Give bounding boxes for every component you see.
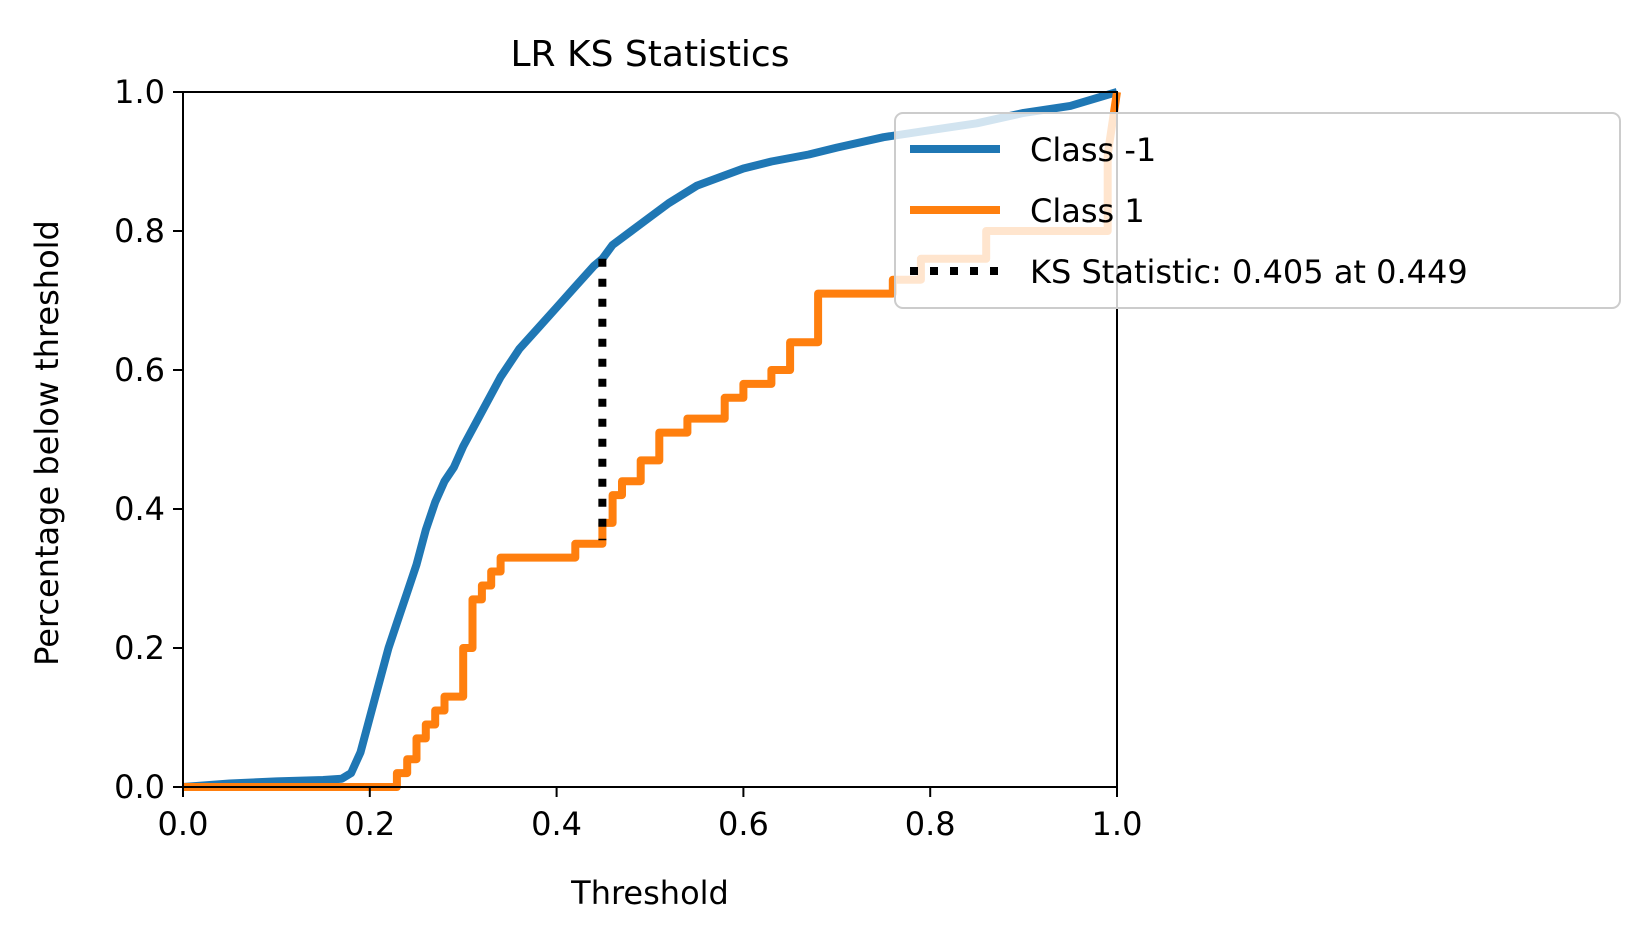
y-tick-label: 0.6 bbox=[114, 351, 165, 389]
axes-frame bbox=[182, 91, 1118, 788]
series-line-class-neg1 bbox=[182, 88, 1119, 791]
y-tick-label: 1.0 bbox=[114, 73, 165, 111]
y-tick-label: 0.2 bbox=[114, 629, 165, 667]
y-tick-label: 0.0 bbox=[114, 768, 165, 806]
x-tick-label: 0.2 bbox=[344, 805, 395, 843]
x-tick-label: 0.6 bbox=[718, 805, 769, 843]
legend-label-class-1: Class 1 bbox=[1030, 192, 1145, 230]
plot-area bbox=[182, 88, 1121, 791]
x-tick-label: 1.0 bbox=[1092, 805, 1143, 843]
x-axis-label: Threshold bbox=[570, 874, 729, 912]
chart-title: LR KS Statistics bbox=[511, 34, 790, 75]
y-axis-ticks: 0.0 0.2 0.4 0.6 0.8 1.0 bbox=[114, 73, 183, 806]
y-tick-label: 0.8 bbox=[114, 212, 165, 250]
x-tick-label: 0.0 bbox=[158, 805, 209, 843]
y-tick-label: 0.4 bbox=[114, 490, 165, 528]
legend: Class -1 Class 1 KS Statistic: 0.405 at … bbox=[894, 112, 1621, 309]
y-axis-label: Percentage below threshold bbox=[28, 220, 66, 666]
x-tick-label: 0.4 bbox=[531, 805, 582, 843]
series-line-class-1 bbox=[183, 91, 1121, 791]
legend-label-class-neg1: Class -1 bbox=[1030, 131, 1156, 169]
series-layer bbox=[182, 88, 1121, 791]
legend-box bbox=[894, 112, 1621, 309]
x-tick-label: 0.8 bbox=[905, 805, 956, 843]
x-axis-ticks: 0.0 0.2 0.4 0.6 0.8 1.0 bbox=[158, 787, 1143, 843]
legend-label-ks-statistic: KS Statistic: 0.405 at 0.449 bbox=[1030, 253, 1468, 291]
